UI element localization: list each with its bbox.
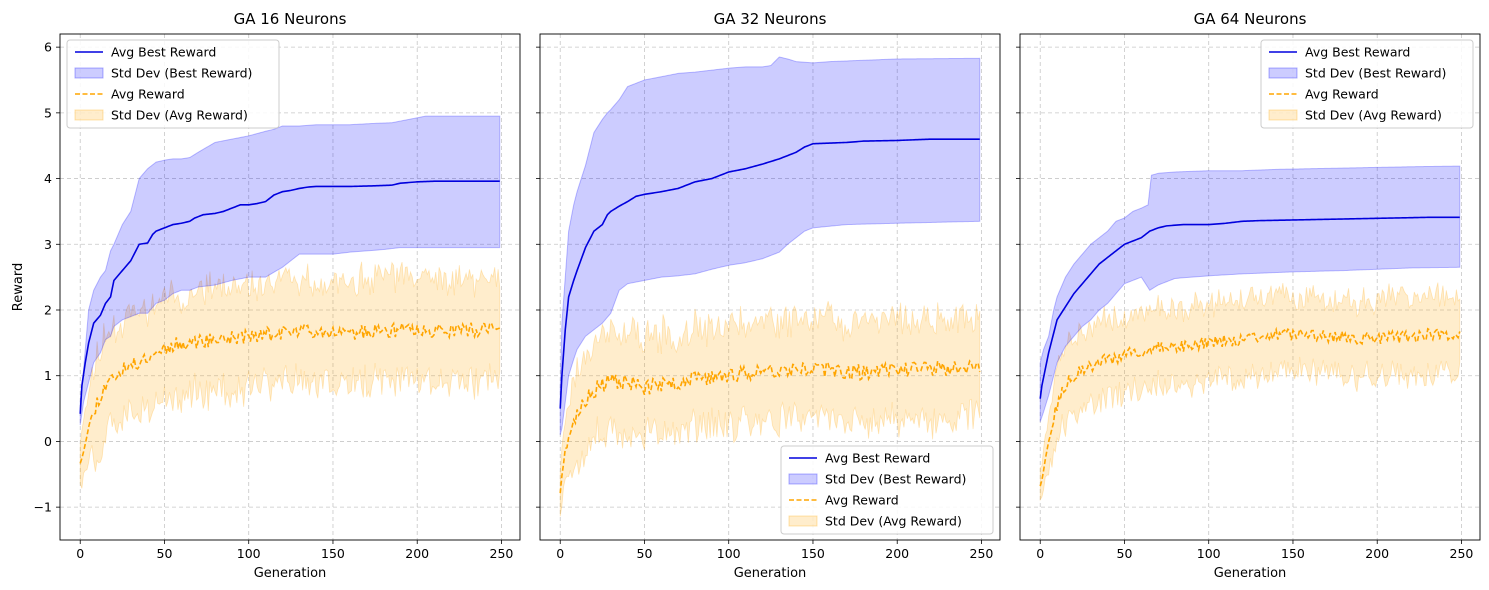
legend-box xyxy=(780,445,994,535)
legend: Avg Best Reward Std Dev (Best Reward) Avg … xyxy=(66,39,280,129)
avg-best-reward-line xyxy=(1039,216,1460,399)
best-reward-std-band xyxy=(79,115,501,426)
legend-label: Std Dev (Avg Reward) xyxy=(825,514,962,529)
best-reward-std-band xyxy=(559,56,981,435)
panel-2: 0 50 100 150 200 250 GA 32 Neurons Generation Av… xyxy=(536,10,1001,581)
legend-swatch-best-band xyxy=(74,67,104,79)
x-tick-label: 200 xyxy=(885,546,909,561)
avg-reward-line xyxy=(559,358,981,494)
panel-title: GA 32 Neurons xyxy=(714,10,827,28)
y-tick-label: 2 xyxy=(44,303,52,318)
avg-reward-std-band xyxy=(559,301,981,517)
legend-swatch-avg-band xyxy=(74,109,104,121)
best-reward-std-band xyxy=(1039,165,1461,422)
x-tick-label: 100 xyxy=(237,546,261,561)
x-tick-label: 50 xyxy=(637,546,653,561)
x-tick-label: 250 xyxy=(1450,546,1474,561)
x-tick-label: 200 xyxy=(1365,546,1389,561)
legend-label: Avg Best Reward xyxy=(1305,45,1410,60)
x-tick-label: 0 xyxy=(556,546,564,561)
x-tick-label: 50 xyxy=(1117,546,1133,561)
y-axis-label: Reward xyxy=(11,263,26,311)
avg-best-reward-line xyxy=(79,180,500,414)
legend-swatch-best-band xyxy=(788,473,818,485)
legend-label: Std Dev (Avg Reward) xyxy=(1305,108,1442,123)
axes-frame xyxy=(59,33,521,541)
legend-label: Avg Reward xyxy=(111,87,185,102)
legend-box xyxy=(66,39,280,129)
legend-label: Std Dev (Best Reward) xyxy=(1305,66,1446,81)
legend-label: Std Dev (Avg Reward) xyxy=(111,108,248,123)
x-tick-label: 50 xyxy=(157,546,173,561)
legend-label: Avg Reward xyxy=(1305,87,1379,102)
avg-best-reward-line xyxy=(559,138,980,409)
panel-1: 0 50 100 150 200 250 −1 0 1 2 3 4 5 6 GA 16 Neurons Gen… xyxy=(11,10,521,581)
avg-reward-std-band xyxy=(79,261,501,489)
legend-label: Avg Best Reward xyxy=(825,451,930,466)
plot-area xyxy=(559,56,981,517)
legend: Avg Best Reward Std Dev (Best Reward) Avg … xyxy=(780,445,994,535)
y-tick-label: 0 xyxy=(44,434,52,449)
x-tick-label: 250 xyxy=(490,546,514,561)
axes-frame xyxy=(1019,33,1481,541)
avg-reward-std-band xyxy=(1039,282,1461,502)
plot-area xyxy=(1039,165,1461,502)
x-axis-label: Generation xyxy=(254,566,327,581)
x-tick-label: 100 xyxy=(717,546,741,561)
y-tick-label: 3 xyxy=(44,237,52,252)
y-tick-label: 1 xyxy=(44,368,52,383)
legend-swatch-avg-band xyxy=(1268,109,1298,121)
legend-label: Std Dev (Best Reward) xyxy=(111,66,252,81)
legend-swatch-avg-band xyxy=(788,515,818,527)
avg-reward-line xyxy=(79,320,501,464)
panel-title: GA 64 Neurons xyxy=(1194,10,1307,28)
y-tick-label: 5 xyxy=(44,105,52,120)
y-tick-label: 6 xyxy=(44,40,52,55)
legend-swatch-best-band xyxy=(1268,67,1298,79)
x-tick-label: 150 xyxy=(321,546,345,561)
x-tick-label: 0 xyxy=(1036,546,1044,561)
y-tick-label: −1 xyxy=(34,500,52,515)
x-axis-label: Generation xyxy=(1214,566,1287,581)
legend-box xyxy=(1260,39,1474,129)
legend: Avg Best Reward Std Dev (Best Reward) Avg … xyxy=(1260,39,1474,129)
x-axis-label: Generation xyxy=(734,566,807,581)
legend-label: Std Dev (Best Reward) xyxy=(825,472,966,487)
x-tick-label: 0 xyxy=(76,546,84,561)
y-tick-label: 4 xyxy=(44,171,52,186)
panel-title: GA 16 Neurons xyxy=(234,10,347,28)
x-tick-label: 100 xyxy=(1197,546,1221,561)
avg-reward-line xyxy=(1039,326,1461,487)
x-tick-label: 150 xyxy=(801,546,825,561)
axes-frame xyxy=(539,33,1001,541)
legend-label: Avg Best Reward xyxy=(111,45,216,60)
x-tick-label: 200 xyxy=(405,546,429,561)
panel-3: 0 50 100 150 200 250 GA 64 Neurons Generation Av… xyxy=(1016,10,1481,581)
plot-area xyxy=(79,115,501,489)
legend-label: Avg Reward xyxy=(825,493,899,508)
x-tick-label: 150 xyxy=(1281,546,1305,561)
x-tick-label: 250 xyxy=(970,546,994,561)
